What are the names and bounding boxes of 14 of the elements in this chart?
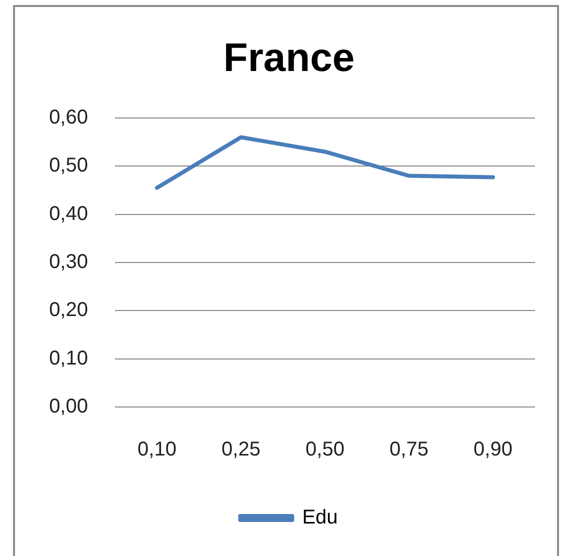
y-tick-label: 0,00 [49, 396, 88, 418]
chart-title: France [223, 36, 355, 80]
y-tick-label: 0,30 [49, 251, 88, 274]
legend-label: Edu [302, 506, 338, 529]
x-tick-label: 0,25 [222, 438, 260, 461]
y-tick-label: 0,60 [49, 106, 88, 129]
x-tick-label: 0,50 [306, 438, 344, 461]
y-tick-label: 0,10 [49, 347, 88, 370]
x-tick-label: 0,75 [390, 438, 428, 461]
x-tick-label: 0,90 [474, 438, 512, 461]
y-tick-label: 0,50 [49, 154, 88, 177]
y-tick-label: 0,20 [49, 299, 88, 322]
y-tick-label: 0,40 [49, 202, 88, 225]
x-tick-label: 0,10 [138, 438, 176, 461]
